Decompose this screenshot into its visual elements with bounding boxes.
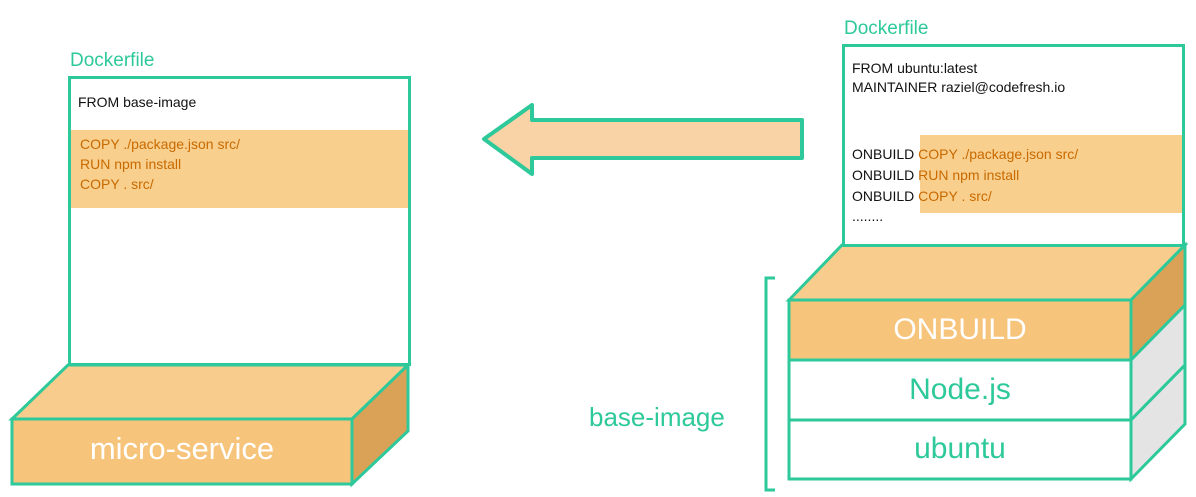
right-dockerfile-title: Dockerfile [844, 18, 929, 39]
onbuild-keyword: ONBUILD [852, 167, 915, 183]
layer-ubuntu [787, 418, 1133, 481]
right-from-line: FROM ubuntu:latest [852, 60, 978, 76]
left-dockerfile-title: Dockerfile [70, 50, 155, 71]
left-from-line: FROM base-image [78, 94, 197, 110]
right-dockerfile-box: FROM ubuntu:latest MAINTAINER raziel@cod… [842, 44, 1185, 247]
base-image-stack [785, 241, 1189, 483]
onbuild-keyword: ONBUILD [852, 188, 915, 204]
right-onbuild-line-3: ONBUILD COPY . src/ [852, 188, 992, 204]
base-image-label: base-image [589, 402, 725, 432]
bracket-icon [764, 276, 775, 492]
left-highlight [71, 130, 408, 208]
right-highlight [920, 135, 1182, 213]
onbuild-instruction: COPY . src/ [918, 188, 992, 204]
left-dockerfile-box: FROM base-image COPY ./package.json src/… [68, 76, 411, 366]
micro-service-block [8, 361, 412, 488]
micro-service-label: micro-service [89, 431, 275, 466]
left-line-2: RUN npm install [80, 156, 182, 172]
onbuild-instruction: RUN npm install [918, 167, 1020, 183]
right-onbuild-line-1: ONBUILD COPY ./package.json src/ [852, 146, 1078, 162]
right-maintainer-line: MAINTAINER raziel@codefresh.io [852, 79, 1066, 95]
layer-onbuild-label: ONBUILD [893, 313, 1027, 346]
left-line-1: COPY ./package.json src/ [80, 136, 241, 152]
onbuild-instruction: COPY ./package.json src/ [918, 146, 1079, 162]
right-ellipsis: ........ [852, 208, 884, 224]
layer-ubuntu-label: ubuntu [914, 432, 1006, 465]
onbuild-keyword: ONBUILD [852, 146, 915, 162]
arrow-left-icon [482, 103, 804, 176]
left-line-3: COPY . src/ [80, 176, 154, 192]
layer-nodejs-label: Node.js [909, 373, 1011, 406]
right-onbuild-line-2: ONBUILD RUN npm install [852, 167, 1019, 183]
